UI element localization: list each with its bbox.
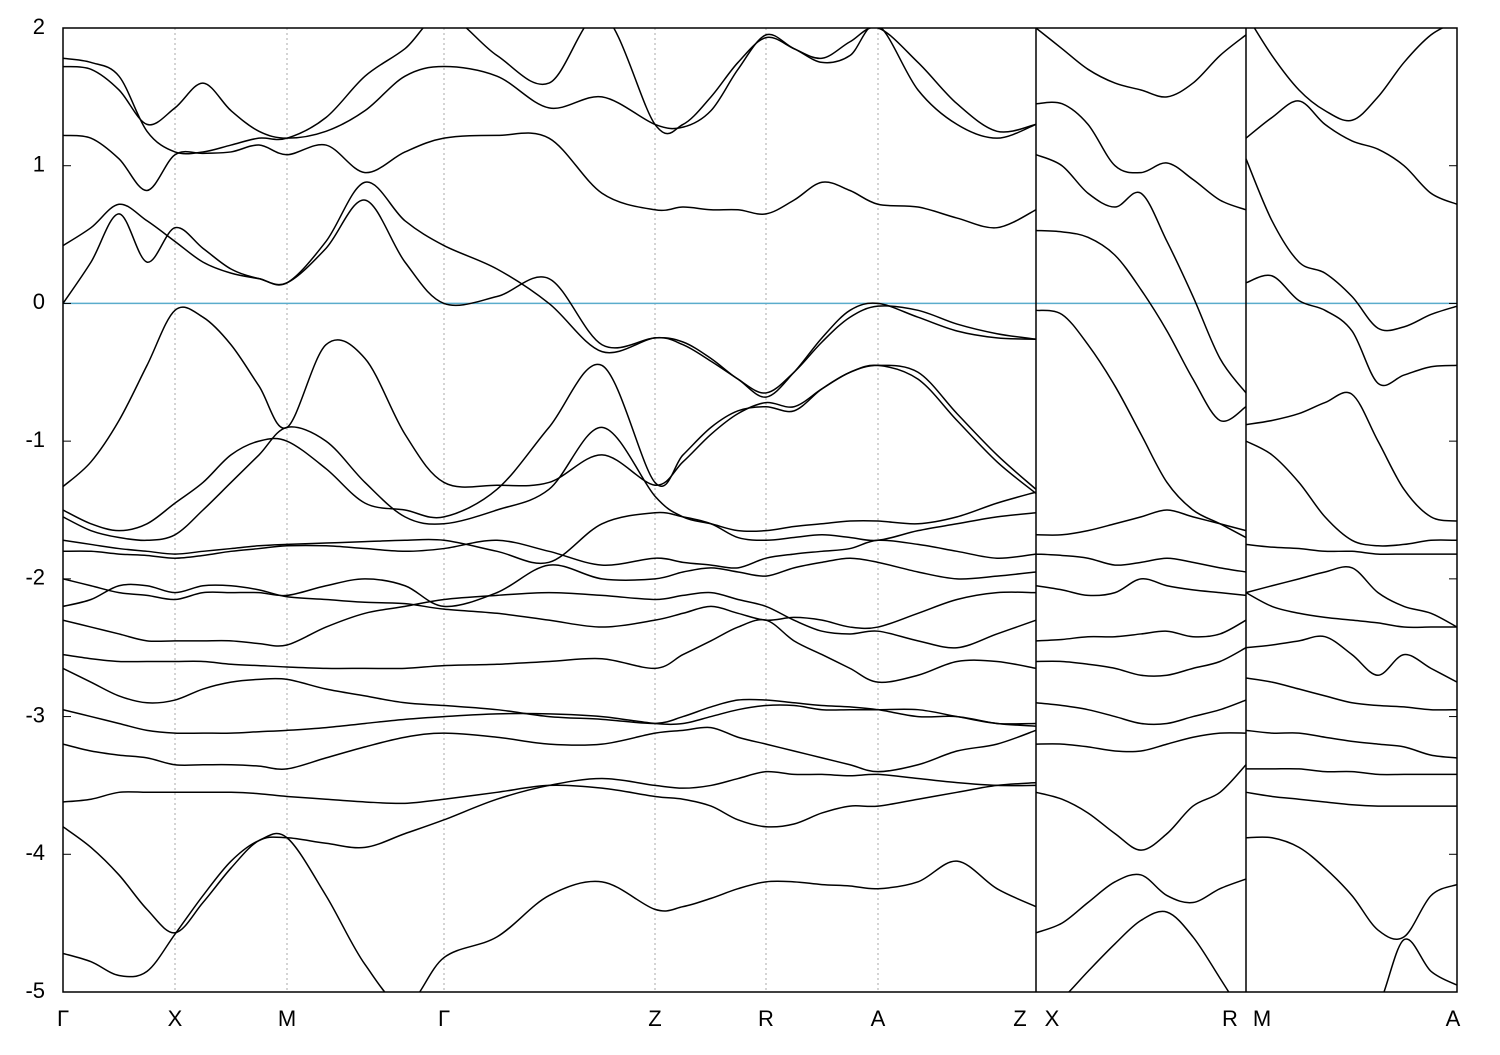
x-tick-label: Γ [57, 1006, 69, 1031]
band-line [1245, 158, 1457, 332]
band-line [63, 591, 1037, 649]
band-line [63, 306, 1037, 490]
band-line [63, 511, 1037, 565]
band-line [1067, 910, 1230, 992]
plot-frame [62, 27, 1458, 993]
x-tick-label: R [758, 1006, 774, 1031]
band-line [1035, 647, 1247, 677]
band-line [63, 557, 1037, 608]
y-tick-label: -5 [25, 978, 45, 1003]
band-line [63, 363, 1037, 532]
band-line [1246, 767, 1457, 776]
band-line [1035, 28, 1247, 98]
band-line [63, 181, 1037, 398]
band-line [1245, 440, 1457, 547]
band-line [63, 618, 1037, 684]
x-tick-label: Γ [438, 1006, 450, 1031]
band-line [1035, 764, 1247, 851]
y-tick-label: -3 [25, 702, 45, 727]
band-line [1035, 101, 1247, 211]
x-tick-label: Z [648, 1006, 661, 1031]
x-tick-label: M [1253, 1006, 1271, 1031]
band-line [1035, 619, 1247, 642]
x-tick-label: R [1222, 1006, 1238, 1031]
x-tick-label: Z [1013, 1006, 1026, 1031]
bands-layer [63, 28, 1457, 992]
x-tick-label: A [1446, 1006, 1461, 1031]
band-line [1253, 28, 1444, 122]
band-line [63, 667, 1037, 727]
band-line [1245, 100, 1457, 205]
band-line [1035, 229, 1247, 423]
band-line [1035, 509, 1247, 536]
grid-layer [62, 28, 1458, 992]
band-line [1035, 699, 1247, 726]
band-line [1245, 836, 1457, 940]
band-line [1245, 274, 1457, 387]
y-tick-label: 0 [33, 289, 45, 314]
y-tick-label: -4 [25, 840, 45, 865]
x-tick-label: X [168, 1006, 183, 1031]
y-tick-label: 2 [33, 14, 45, 39]
band-line [1035, 732, 1247, 753]
y-tick-label: -2 [25, 565, 45, 590]
band-line [1245, 543, 1457, 556]
band-line [63, 28, 1037, 155]
x-tick-label: M [278, 1006, 296, 1031]
band-line [63, 28, 1037, 139]
band-line [1035, 309, 1247, 539]
band-line [63, 539, 1037, 569]
band-line [63, 726, 1037, 773]
band-line [1245, 677, 1457, 711]
band-line [1035, 873, 1247, 934]
band-line [1035, 578, 1247, 597]
x-tick-label: X [1045, 1006, 1060, 1031]
band-line [63, 770, 1037, 934]
x-tick-label: A [871, 1006, 886, 1031]
band-line [1245, 591, 1457, 629]
band-line [1245, 635, 1457, 683]
y-tick-label: -1 [25, 427, 45, 452]
band-line [1245, 391, 1457, 522]
band-line [1383, 938, 1457, 992]
band-line [63, 583, 1037, 630]
band-line [63, 704, 1037, 735]
y-tick-label: 1 [33, 152, 45, 177]
band-line [1245, 791, 1457, 807]
band-line [1035, 154, 1247, 394]
band-line [63, 781, 1037, 828]
band-line [63, 426, 1037, 542]
band-line [63, 199, 1037, 394]
band-line [1035, 553, 1247, 573]
band-line [1245, 729, 1457, 759]
band-line [1245, 566, 1457, 628]
band-line [63, 832, 1037, 992]
band-line [63, 132, 1037, 229]
